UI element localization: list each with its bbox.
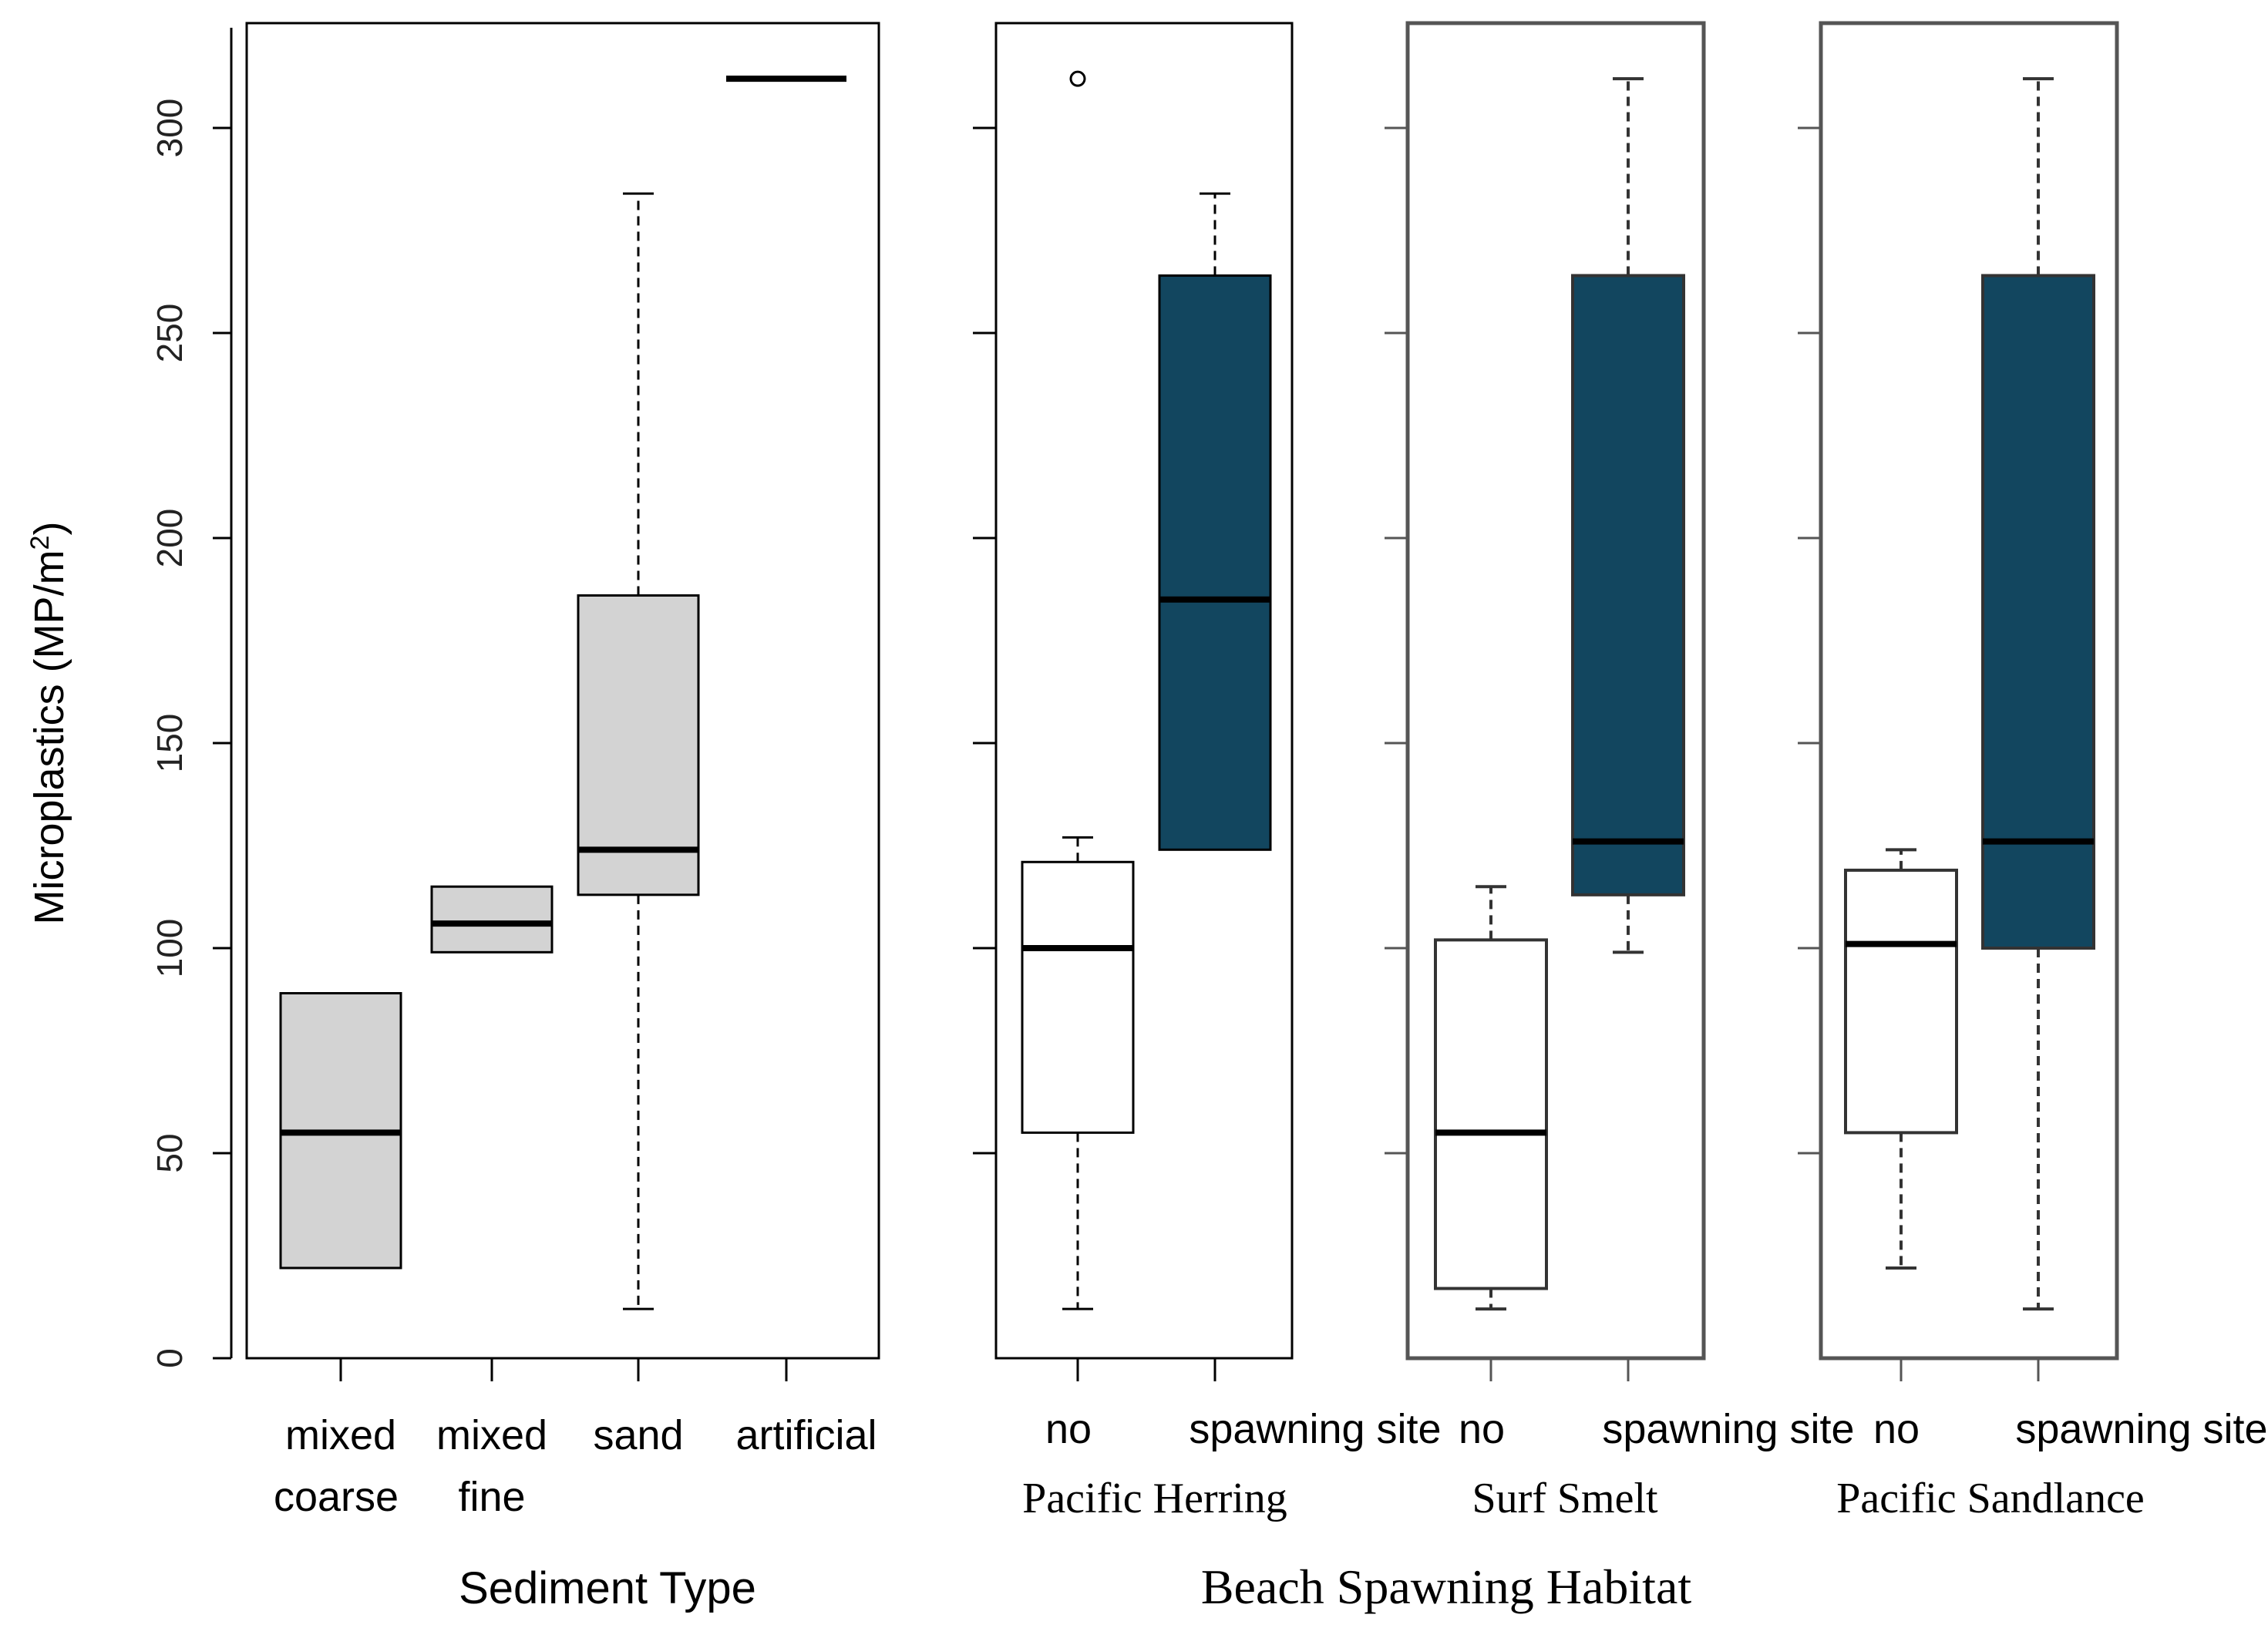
- box-smelt-0: [1434, 885, 1548, 1311]
- category-label-smelt-no: no: [1459, 1406, 1505, 1452]
- category-label-mixed-coarse-line1: mixed: [285, 1412, 396, 1458]
- category-label-sandlance-no: no: [1873, 1406, 1920, 1452]
- x-ticks: [339, 1358, 2040, 1381]
- category-label-smelt-spawning: spawning site: [1602, 1406, 1854, 1452]
- box-iqr: [1434, 938, 1548, 1290]
- species-label-pacific-sandlance: Pacific Sandlance: [1836, 1475, 2145, 1522]
- category-label-herring-no: no: [1045, 1406, 1092, 1452]
- box-iqr: [577, 594, 700, 896]
- box-sandlance-1: [1981, 77, 2095, 1311]
- category-label-sandlance-spawning: spawning site: [2015, 1406, 2267, 1452]
- box-iqr: [1844, 868, 1958, 1135]
- outlier-point: [1069, 70, 1086, 87]
- x-axis-title-habitat: Beach Spawning Habitat: [1201, 1559, 1692, 1614]
- box-sediment-0: [279, 992, 402, 1270]
- y-tick-label: 250: [150, 304, 190, 363]
- box-layer: [279, 70, 2095, 1311]
- category-label-mixed-fine-line2: fine: [458, 1474, 525, 1520]
- box-iqr: [1981, 274, 2095, 950]
- y-tick-label: 50: [150, 1133, 190, 1172]
- species-label-surf-smelt: Surf Smelt: [1472, 1475, 1658, 1522]
- box-smelt-1: [1571, 77, 1685, 954]
- y-tick-label: 100: [150, 919, 190, 978]
- category-label-sand: sand: [593, 1412, 683, 1458]
- panel-frame-sediment: [245, 22, 880, 1360]
- y-axis-title: Microplastics (MP/m2): [25, 522, 72, 925]
- y-tick-label: 300: [150, 99, 190, 158]
- category-label-mixed-fine-line1: mixed: [436, 1412, 547, 1458]
- inner-y-ticks: [973, 126, 1821, 1155]
- box-herring-0: [1021, 70, 1135, 1310]
- panel-frame-sandlance: [1819, 21, 2119, 1361]
- box-sediment-2: [577, 192, 700, 1310]
- y-tick-label: 0: [150, 1348, 190, 1368]
- y-tick-label: 200: [150, 509, 190, 568]
- panel-frame-herring: [994, 22, 1294, 1360]
- box-iqr: [1158, 274, 1272, 851]
- category-label-mixed-coarse-line2: coarse: [274, 1474, 399, 1520]
- panel-frame-smelt: [1405, 21, 1706, 1361]
- category-label-herring-spawning: spawning site: [1189, 1406, 1441, 1452]
- category-label-artificial: artificial: [735, 1412, 877, 1458]
- box-iqr: [1021, 860, 1135, 1134]
- box-sediment-1: [430, 885, 554, 954]
- x-axis-title-sediment: Sediment Type: [459, 1563, 756, 1613]
- species-label-pacific-herring: Pacific Herring: [1022, 1475, 1287, 1522]
- box-sandlance-0: [1844, 848, 1958, 1270]
- box-herring-1: [1158, 192, 1272, 851]
- y-tick-label: 150: [150, 714, 190, 773]
- y-axis: 0 50 100 150 200 250 300: [150, 28, 233, 1368]
- box-iqr: [430, 885, 554, 954]
- box-iqr: [1571, 274, 1685, 896]
